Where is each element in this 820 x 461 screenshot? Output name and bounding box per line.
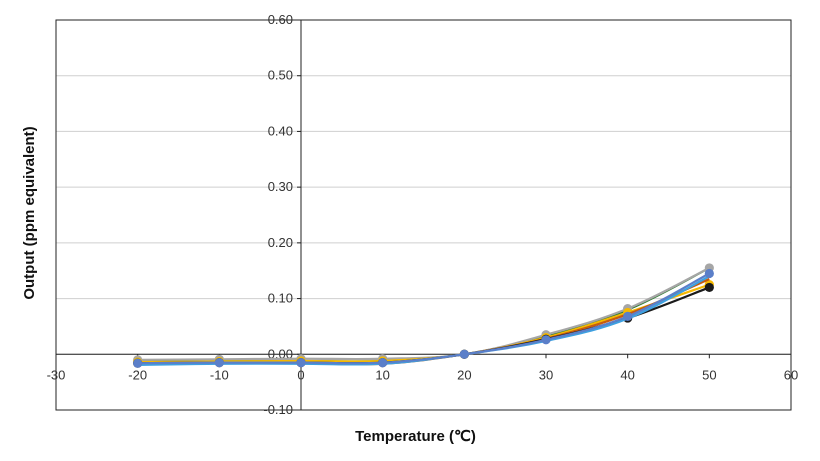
data-point-6-5	[541, 335, 551, 345]
x-tick-label-1: -20	[128, 367, 147, 382]
data-point-4-7	[704, 282, 714, 293]
y-tick-label-6: 0.50	[268, 68, 293, 83]
data-point-6-6	[623, 311, 633, 321]
x-axis-title: Temperature (℃)	[355, 428, 476, 445]
y-tick-labels: -0.10 0.00 0.10 0.20 0.30 0.40 0.50 0.60	[263, 12, 293, 417]
series-line-3	[137, 278, 710, 366]
data-point-6-1	[214, 358, 224, 368]
y-tick-label-3: 0.20	[268, 235, 293, 250]
x-tick-label-0: -30	[47, 367, 66, 382]
y-tick-label-5: 0.40	[268, 123, 293, 138]
x-tick-label-5: 20	[457, 367, 471, 382]
data-point-6-0	[133, 358, 143, 368]
x-tick-label-4: 10	[375, 367, 389, 382]
data-point-6-2	[296, 358, 306, 368]
data-point-6-3	[378, 358, 388, 368]
y-tick-label-2: 0.10	[268, 291, 293, 306]
series-group	[133, 263, 714, 368]
series-line-5	[137, 275, 710, 366]
series-line-6	[137, 272, 710, 365]
x-tick-label-6: 30	[539, 367, 553, 382]
series-line-2	[137, 283, 710, 364]
gridlines	[56, 19, 791, 411]
series-5	[137, 275, 710, 366]
y-tick-label-7: 0.60	[268, 12, 293, 27]
data-point-6-4	[459, 349, 469, 359]
y-tick-label-4: 0.30	[268, 179, 293, 194]
y-tick-label-1: 0.00	[268, 346, 293, 361]
axes	[55, 19, 792, 411]
x-tick-label-2: -10	[210, 367, 229, 382]
series-6	[133, 268, 714, 368]
series-2	[133, 280, 714, 367]
data-point-6-7	[704, 268, 714, 279]
y-tick-label-0: -0.10	[263, 402, 293, 417]
y-axis-title: Output (ppm equivalent)	[21, 126, 38, 299]
series-3	[137, 278, 710, 366]
x-tick-label-7: 40	[620, 367, 634, 382]
x-tick-label-3: 0	[297, 367, 304, 382]
x-tick-label-9: 60	[784, 367, 798, 382]
plot-area	[55, 19, 792, 411]
x-tick-labels: -30 -20 -10 0 10 20 30 40 50 60	[47, 367, 799, 382]
x-tick-label-8: 50	[702, 367, 716, 382]
